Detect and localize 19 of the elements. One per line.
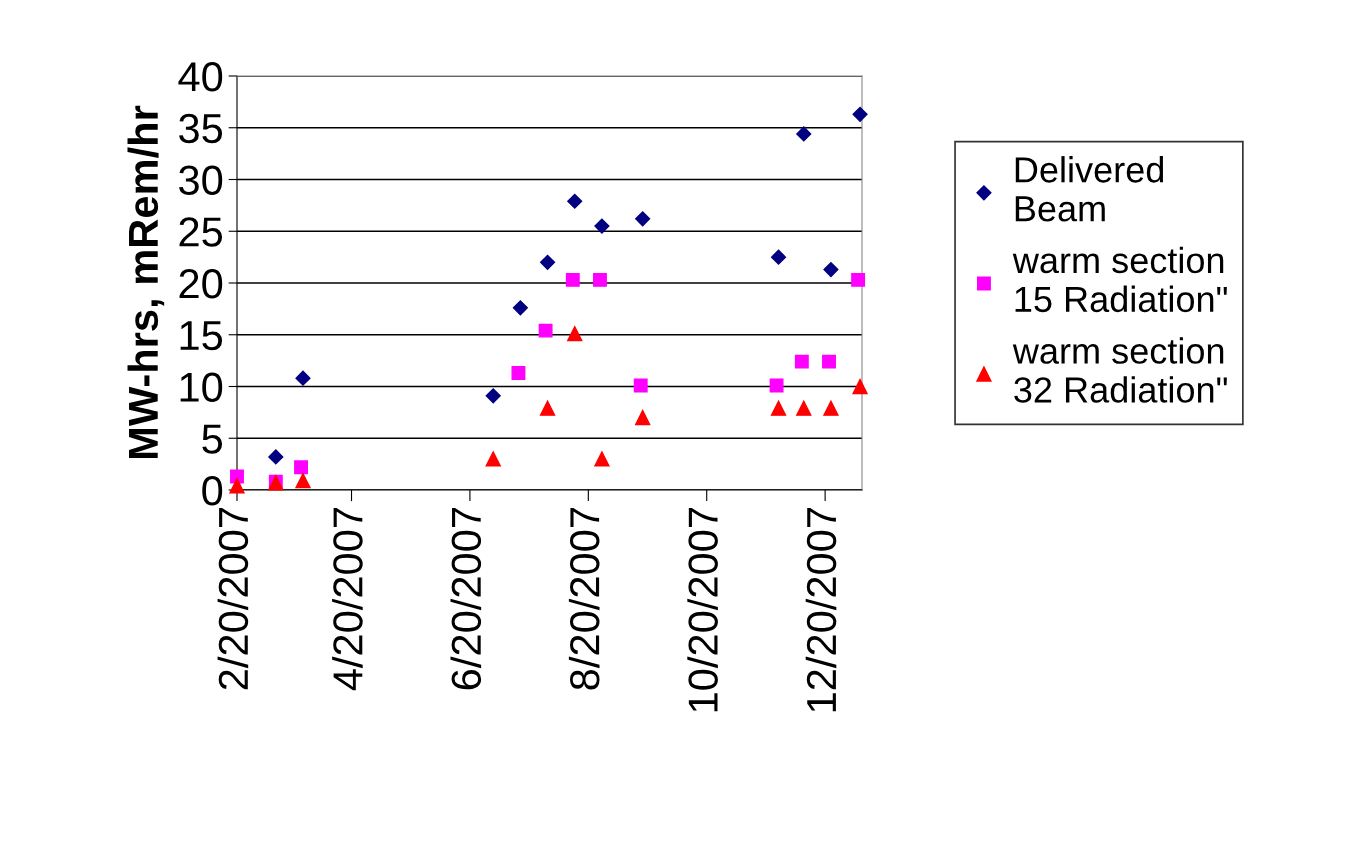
y-tick-label: 25 bbox=[179, 217, 223, 247]
y-axis-title: MW-hrs, mRem/hr bbox=[127, 105, 165, 459]
y-tick-label: 5 bbox=[202, 424, 223, 454]
legend-label: warm section 32 Radiation" bbox=[1012, 337, 1227, 403]
y-tick-label: 20 bbox=[179, 269, 223, 299]
x-tick-label: 2/20/2007 bbox=[217, 508, 249, 690]
x-tick-label: 4/20/2007 bbox=[332, 508, 363, 691]
x-tick-label: 10/20/2007 bbox=[687, 508, 718, 712]
y-tick-label: 35 bbox=[179, 113, 223, 144]
legend-label: warm section 15 Radiation" bbox=[1012, 246, 1227, 313]
y-tick-label: 0 bbox=[202, 476, 223, 506]
y-tick-label: 30 bbox=[179, 165, 223, 196]
x-tick-label: 8/20/2007 bbox=[568, 508, 600, 690]
legend-label: Delivered Beam bbox=[1015, 156, 1164, 222]
y-tick-label: 15 bbox=[180, 321, 223, 351]
y-tick-label: 40 bbox=[178, 62, 223, 92]
y-tick-label: 10 bbox=[180, 372, 223, 403]
x-tick-label: 6/20/2007 bbox=[450, 508, 482, 690]
x-tick-label: 12/20/2007 bbox=[805, 508, 837, 712]
